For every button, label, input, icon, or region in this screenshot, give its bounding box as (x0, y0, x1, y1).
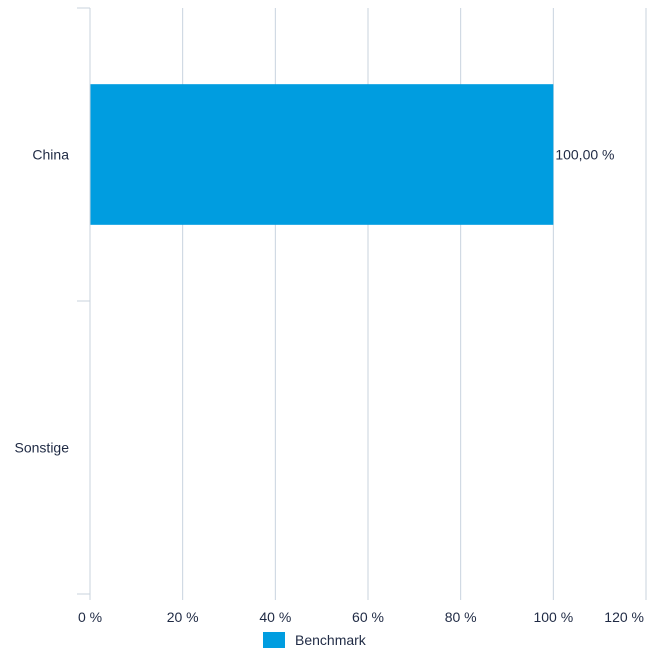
legend-swatch-benchmark (263, 632, 285, 648)
legend: Benchmark (263, 632, 367, 648)
axis-layer (77, 7, 647, 600)
x-tick-label-100: 100 % (533, 609, 573, 625)
x-tick-label-0: 0 % (78, 609, 102, 625)
data-label-china: 100,00 % (555, 147, 614, 163)
x-tick-label-40: 40 % (259, 609, 291, 625)
x-tick-label-20: 20 % (167, 609, 199, 625)
category-label-sonstige: Sonstige (15, 440, 70, 456)
legend-label-benchmark: Benchmark (295, 632, 367, 648)
category-label-china: China (32, 147, 69, 163)
bar-china (90, 84, 554, 225)
x-tick-label-80: 80 % (445, 609, 477, 625)
bar-layer (90, 84, 554, 225)
label-layer: China Sonstige 0 % 20 % 40 % 60 % 80 % 100 % 120… (15, 147, 644, 626)
x-tick-label-120: 120 % (604, 609, 644, 625)
x-tick-label-60: 60 % (352, 609, 384, 625)
